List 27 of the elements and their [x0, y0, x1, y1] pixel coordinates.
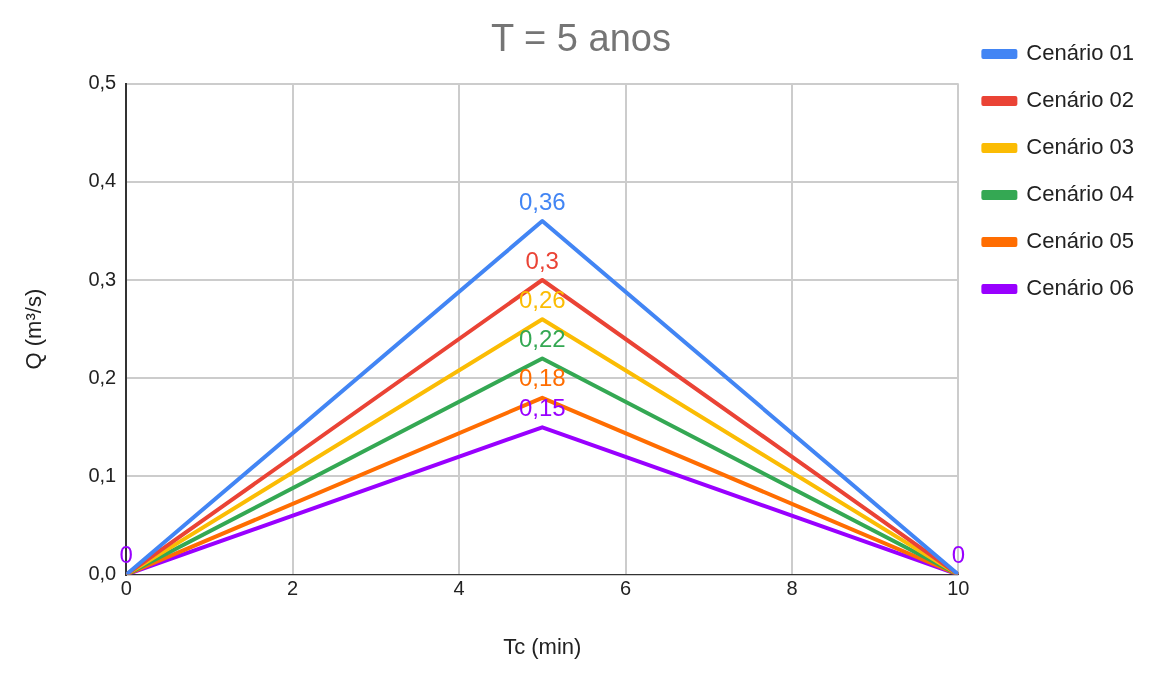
x-tick-label: 8 [786, 577, 798, 600]
y-tick-label: 0,5 [88, 71, 117, 94]
data-label: 0,18 [518, 364, 566, 392]
y-tick-label: 0,1 [88, 463, 117, 486]
y-tick-label: 0,2 [88, 365, 117, 388]
y-tick-label: 0,3 [88, 267, 117, 290]
legend-label: Cenário 05 [1026, 228, 1135, 254]
legend-label: Cenário 02 [1026, 87, 1135, 113]
x-tick-label: 0 [120, 577, 132, 600]
data-label: 0,36 [518, 187, 566, 215]
data-label: 0,26 [518, 285, 566, 313]
x-tick-label: 6 [619, 577, 632, 600]
y-axis-title: Q (m³/s) [21, 288, 47, 370]
x-tick-label: 2 [287, 577, 299, 600]
y-tick-label: 0,4 [88, 169, 117, 192]
x-tick-label: 4 [453, 577, 465, 600]
legend-label: Cenário 04 [1026, 181, 1135, 207]
data-label: 0,3 [525, 246, 559, 274]
x-tick-label: 10 [947, 577, 970, 600]
data-label: 0 [951, 541, 966, 569]
chart-title: T = 5 anos [491, 17, 671, 60]
y-tick-label: 0,0 [88, 562, 117, 585]
data-label: 0,22 [518, 325, 566, 353]
legend-label: Cenário 06 [1026, 275, 1135, 301]
x-axis-title: Tc (min) [503, 633, 582, 659]
legend-label: Cenário 03 [1026, 134, 1135, 160]
legend-label: Cenário 01 [1026, 40, 1135, 66]
